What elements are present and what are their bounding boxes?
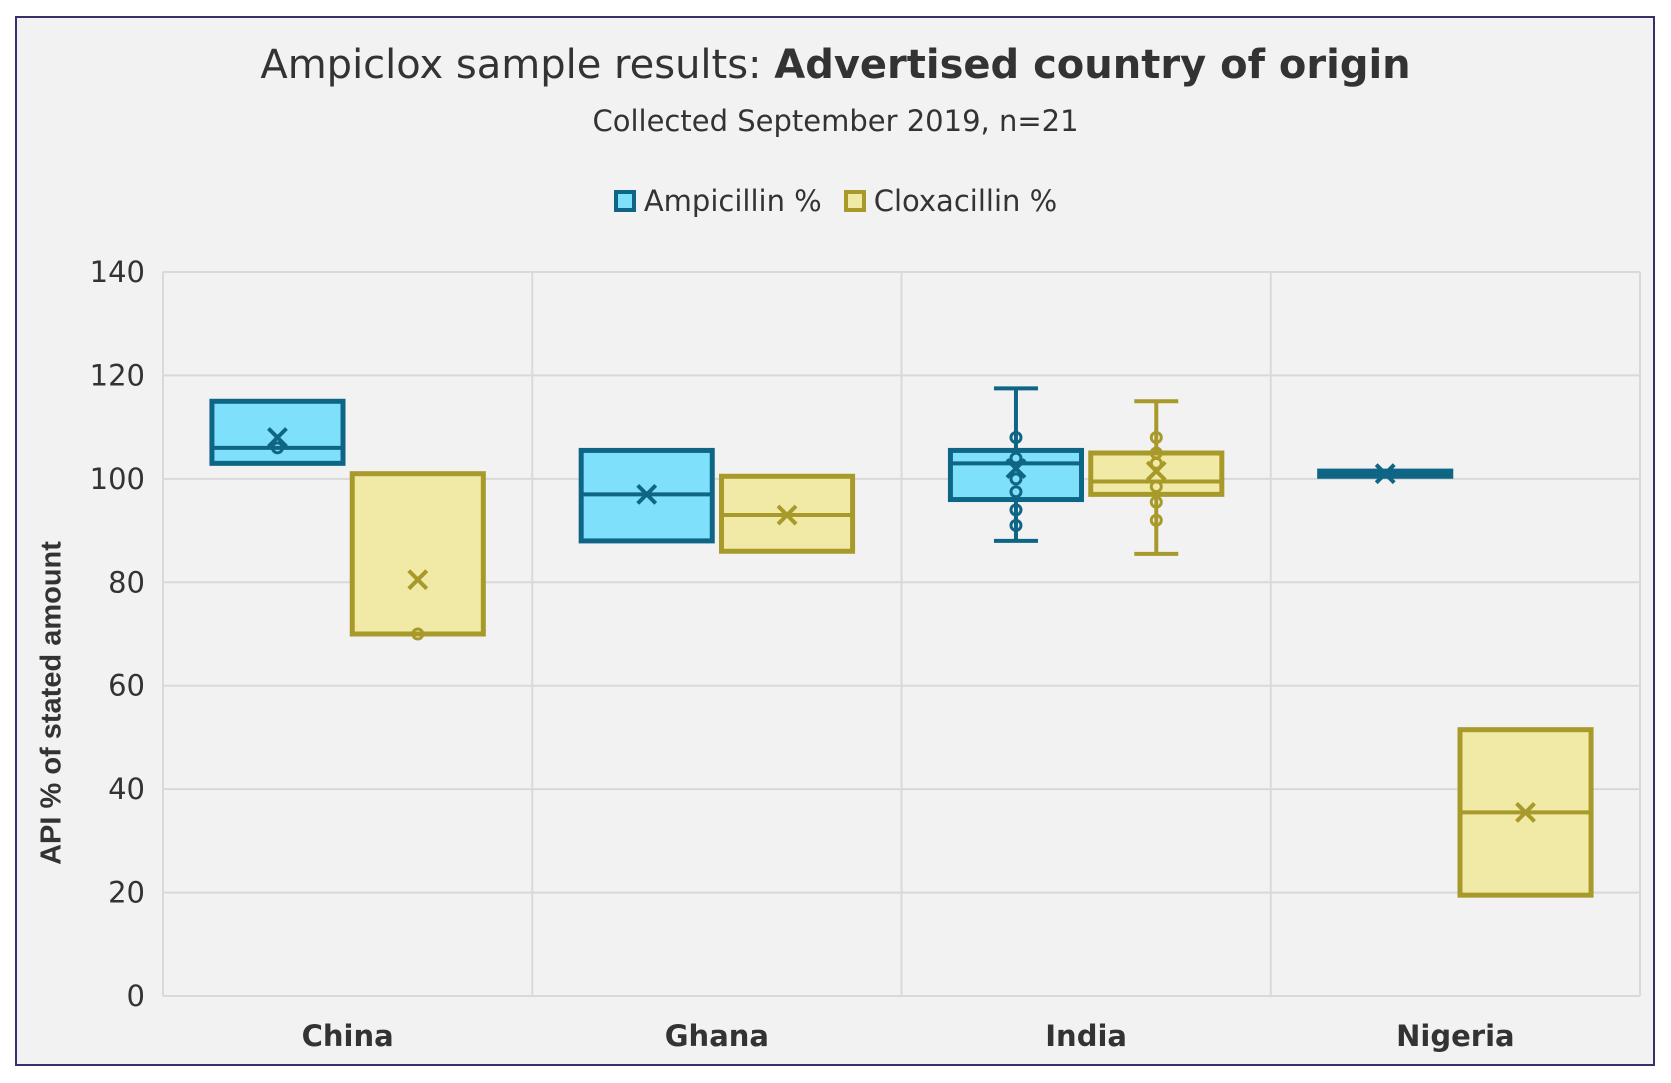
x-tick-label: China [302, 1019, 394, 1053]
ampicillin-mean-marker [636, 483, 658, 505]
x-tick-label: Nigeria [1396, 1019, 1514, 1053]
cloxacillin-mean-marker [407, 569, 429, 591]
y-tick-label: 60 [108, 669, 145, 703]
y-tick-label: 140 [90, 255, 145, 289]
x-tick-label: India [1045, 1019, 1127, 1053]
y-tick-label: 20 [108, 876, 145, 910]
cloxacillin-point [1149, 430, 1163, 444]
cloxacillin-box [349, 471, 486, 637]
chart-subtitle: Collected September 2019, n=21 [592, 104, 1079, 138]
ampicillin-mean-marker [1374, 463, 1396, 485]
x-tick-label: Ghana [665, 1019, 769, 1053]
chart-title-prefix: Ampiclox sample results: [260, 42, 775, 88]
ampicillin-point [1009, 472, 1023, 486]
y-tick-label: 0 [127, 979, 145, 1013]
legend-item-ampicillin: Ampicillin % [613, 184, 822, 218]
cloxacillin-mean-marker [1515, 801, 1536, 823]
y-tick-label: 120 [90, 358, 145, 392]
cloxacillin-point [1149, 480, 1163, 494]
cloxacillin-mean-marker [776, 504, 798, 526]
legend-swatch-cloxacillin [843, 190, 866, 212]
cloxacillin-point [1149, 446, 1163, 460]
ampicillin-point [1009, 485, 1023, 499]
cloxacillin-point [1149, 513, 1163, 527]
legend: Ampicillin % Cloxacillin % [0, 184, 1671, 218]
ampicillin-point [1009, 451, 1023, 465]
y-tick-label: 40 [108, 772, 145, 806]
legend-label-cloxacillin: Cloxacillin % [873, 184, 1058, 218]
legend-label-ampicillin: Ampicillin % [643, 184, 822, 218]
y-tick-label: 80 [108, 565, 145, 599]
legend-swatch-ampicillin [613, 190, 636, 212]
ampicillin-point [1009, 518, 1023, 532]
ampicillin-mean-marker [1005, 458, 1027, 479]
legend-item-cloxacillin: Cloxacillin % [843, 184, 1058, 218]
ampicillin-point [1009, 503, 1023, 517]
ampicillin-point [270, 441, 284, 455]
cloxacillin-point [411, 627, 425, 641]
y-tick-label: 100 [90, 462, 145, 496]
chart-title: Ampiclox sample results: Advertised coun… [0, 42, 1671, 88]
ampicillin-mean-marker [267, 427, 288, 448]
ampicillin-point [1009, 430, 1023, 444]
cloxacillin-mean-marker [1145, 460, 1167, 482]
cloxacillin-point [1149, 495, 1163, 509]
chart-title-bold: Advertised country of origin [774, 42, 1411, 88]
